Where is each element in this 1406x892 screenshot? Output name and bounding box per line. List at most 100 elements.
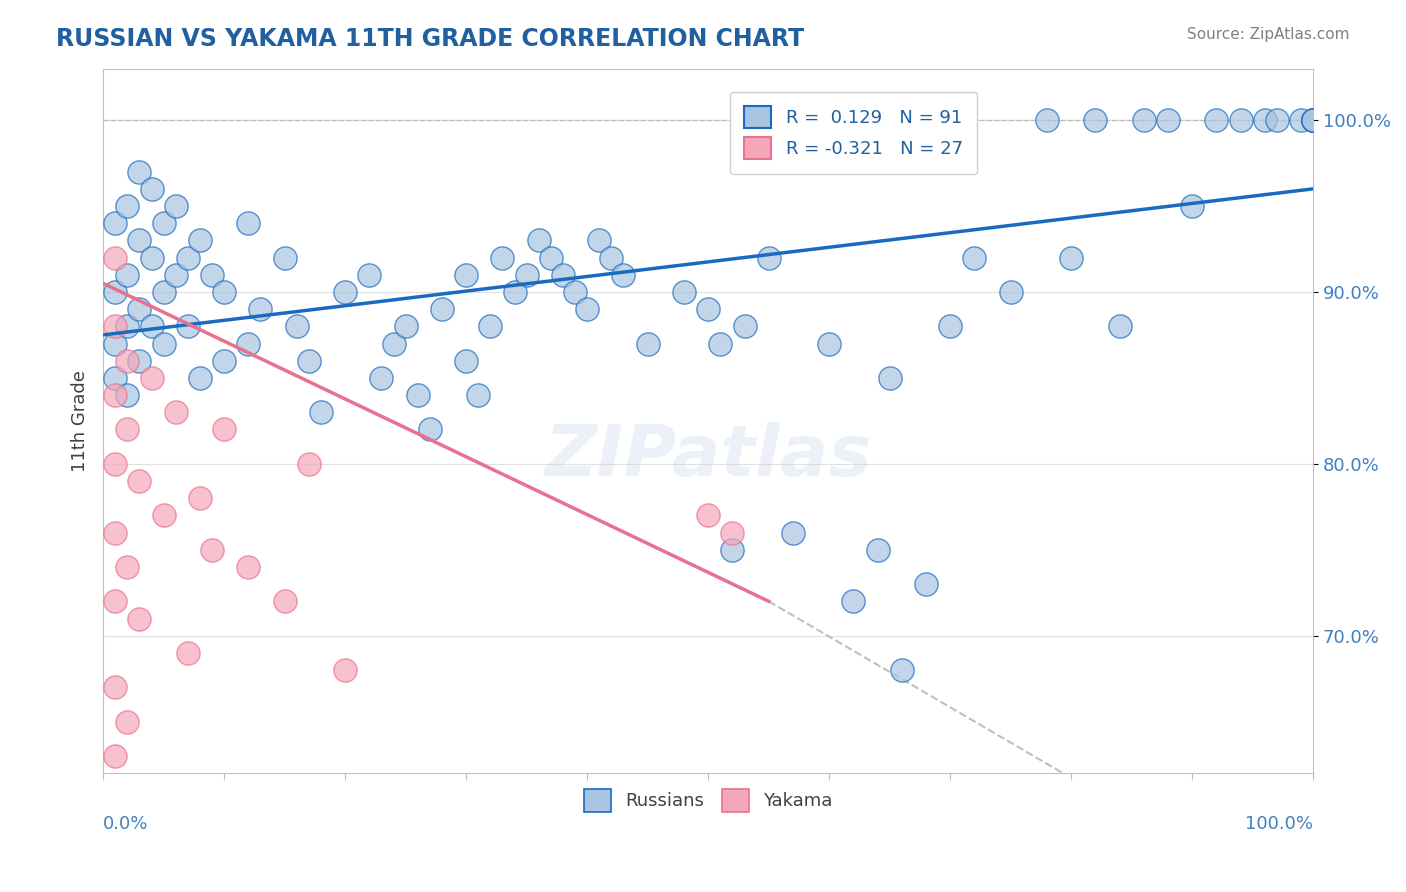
Point	[238, 216, 260, 230]
Point	[128, 474, 150, 488]
Point	[430, 302, 453, 317]
Point	[915, 577, 938, 591]
Point	[709, 336, 731, 351]
Point	[128, 353, 150, 368]
Point	[117, 388, 139, 402]
Point	[1000, 285, 1022, 299]
Point	[456, 268, 478, 282]
Point	[128, 164, 150, 178]
Point	[370, 371, 392, 385]
Point	[866, 542, 889, 557]
Point	[600, 251, 623, 265]
Point	[1229, 113, 1251, 128]
Point	[128, 611, 150, 625]
Point	[467, 388, 489, 402]
Point	[1302, 113, 1324, 128]
Point	[238, 560, 260, 574]
Point	[479, 319, 502, 334]
Point	[516, 268, 538, 282]
Point	[212, 285, 235, 299]
Point	[758, 251, 780, 265]
Point	[637, 336, 659, 351]
Point	[527, 233, 550, 247]
Point	[117, 268, 139, 282]
Point	[152, 216, 174, 230]
Point	[238, 336, 260, 351]
Text: 0.0%: 0.0%	[103, 815, 149, 833]
Point	[104, 285, 127, 299]
Point	[697, 302, 720, 317]
Point	[165, 268, 187, 282]
Point	[117, 353, 139, 368]
Point	[128, 302, 150, 317]
Point	[188, 233, 211, 247]
Point	[104, 336, 127, 351]
Point	[188, 491, 211, 506]
Point	[734, 319, 756, 334]
Point	[104, 525, 127, 540]
Point	[1302, 113, 1324, 128]
Point	[152, 336, 174, 351]
Point	[212, 422, 235, 436]
Point	[201, 268, 224, 282]
Point	[1302, 113, 1324, 128]
Point	[672, 285, 695, 299]
Point	[1108, 319, 1130, 334]
Point	[333, 663, 356, 677]
Point	[285, 319, 308, 334]
Point	[721, 525, 744, 540]
Point	[273, 594, 295, 608]
Point	[612, 268, 634, 282]
Point	[117, 199, 139, 213]
Point	[104, 216, 127, 230]
Point	[177, 646, 200, 660]
Point	[298, 457, 321, 471]
Point	[1157, 113, 1180, 128]
Point	[406, 388, 429, 402]
Point	[842, 594, 865, 608]
Point	[152, 285, 174, 299]
Point	[177, 251, 200, 265]
Point	[117, 560, 139, 574]
Point	[212, 353, 235, 368]
Point	[152, 508, 174, 523]
Point	[491, 251, 513, 265]
Legend: Russians, Yakama: Russians, Yakama	[575, 780, 842, 821]
Point	[1060, 251, 1083, 265]
Point	[104, 388, 127, 402]
Point	[141, 251, 163, 265]
Text: 100.0%: 100.0%	[1246, 815, 1313, 833]
Point	[419, 422, 441, 436]
Point	[879, 371, 901, 385]
Point	[128, 233, 150, 247]
Point	[104, 749, 127, 764]
Point	[1181, 199, 1204, 213]
Point	[551, 268, 574, 282]
Point	[564, 285, 586, 299]
Point	[104, 251, 127, 265]
Point	[588, 233, 610, 247]
Point	[963, 251, 986, 265]
Point	[298, 353, 321, 368]
Text: Source: ZipAtlas.com: Source: ZipAtlas.com	[1187, 27, 1350, 42]
Point	[165, 405, 187, 419]
Point	[576, 302, 599, 317]
Point	[165, 199, 187, 213]
Point	[1254, 113, 1277, 128]
Point	[359, 268, 381, 282]
Point	[818, 336, 841, 351]
Point	[188, 371, 211, 385]
Point	[273, 251, 295, 265]
Point	[104, 594, 127, 608]
Point	[117, 714, 139, 729]
Point	[201, 542, 224, 557]
Point	[503, 285, 526, 299]
Point	[721, 542, 744, 557]
Point	[177, 319, 200, 334]
Point	[104, 457, 127, 471]
Point	[104, 319, 127, 334]
Point	[697, 508, 720, 523]
Point	[890, 663, 912, 677]
Point	[382, 336, 405, 351]
Point	[782, 525, 804, 540]
